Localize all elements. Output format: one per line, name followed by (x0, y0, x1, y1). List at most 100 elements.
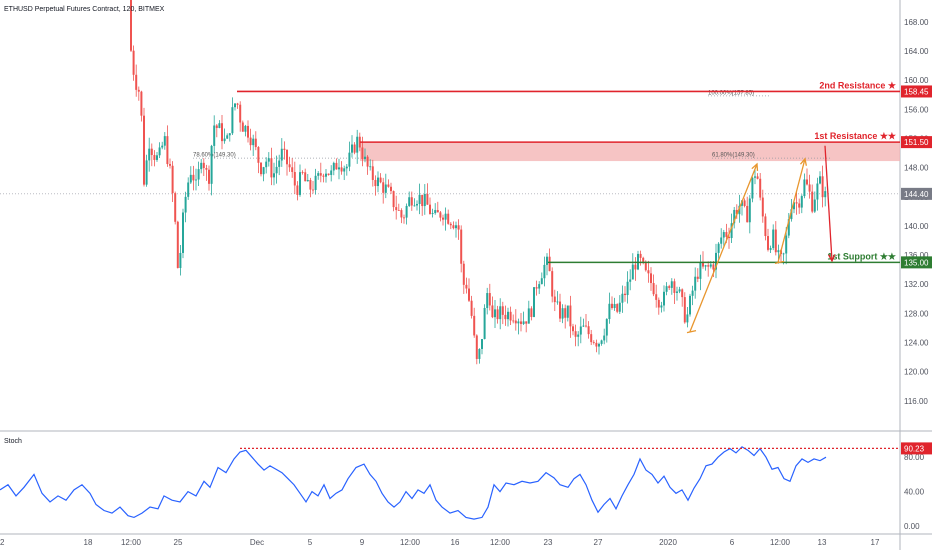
candle-body (221, 123, 223, 142)
candle-body (574, 331, 577, 337)
candle-body (548, 256, 551, 272)
candle-body (223, 138, 226, 142)
candle-body (330, 170, 333, 175)
candle-body (761, 197, 764, 217)
price-tick-label: 140.00 (904, 222, 929, 231)
time-tick-label: 5 (308, 538, 313, 547)
candle-body (626, 281, 629, 296)
candle-body (400, 210, 403, 218)
candle-body (457, 225, 460, 230)
candle-body (421, 194, 424, 207)
candle-body (808, 184, 811, 192)
candle-body (460, 229, 463, 264)
candle-body (813, 199, 816, 212)
pattern-arrow-base (686, 329, 697, 334)
time-tick-label: 2020 (659, 538, 677, 547)
candle-body (374, 179, 377, 187)
candle-body (345, 166, 348, 169)
candle-body (171, 165, 174, 194)
pattern-arrow-head (799, 157, 807, 166)
stoch-line (0, 446, 827, 520)
price-tick-label: 116.00 (904, 397, 928, 406)
pattern-arrows-group (686, 145, 836, 334)
time-tick-label: 12:00 (490, 538, 511, 547)
pattern-arrow (777, 158, 806, 263)
candle-body (387, 184, 390, 187)
candle-body (325, 173, 327, 177)
candle-body (390, 186, 392, 192)
candle-body (629, 279, 632, 282)
candle-body (429, 204, 431, 214)
candle-body (488, 293, 491, 306)
candle-body (738, 205, 741, 215)
candle-body (182, 212, 184, 253)
candle-body (806, 179, 808, 185)
candle-body (785, 235, 788, 254)
candle-body (733, 209, 736, 224)
candle-body (655, 294, 658, 300)
candle-body (462, 263, 465, 285)
candle-body (288, 164, 291, 168)
candle-body (150, 148, 153, 156)
candle-body (291, 167, 294, 172)
candle-body (293, 171, 296, 186)
candle-body (595, 342, 598, 347)
time-tick-label: 12:00 (770, 538, 791, 547)
resistance-price-badge (901, 85, 932, 98)
candle-body (582, 325, 585, 327)
candle-body (777, 250, 780, 253)
candle-body (304, 172, 307, 182)
candle-body (592, 342, 595, 343)
candle-body (280, 148, 283, 161)
candle-body (358, 136, 361, 148)
candles-group (130, 0, 827, 365)
stoch-level-badge-text: 90.23 (904, 444, 925, 453)
candle-body (366, 156, 369, 167)
candle-body (709, 264, 712, 267)
candle-body (686, 314, 689, 323)
candle-body (416, 203, 418, 206)
candle-body (767, 236, 769, 250)
candle-body (413, 205, 416, 207)
candle-body (520, 321, 522, 324)
candle-body (559, 301, 561, 319)
candle-body (226, 135, 229, 139)
candle-body (811, 191, 814, 212)
candle-body (816, 183, 819, 200)
price-tick-label: 148.00 (904, 164, 929, 173)
candle-body (377, 177, 379, 187)
candle-body (319, 173, 322, 176)
stoch-pane[interactable] (0, 432, 900, 534)
candle-body (507, 311, 509, 320)
candle-body (483, 307, 486, 340)
candle-body (262, 167, 265, 175)
support-price-badge-text: 135.00 (904, 258, 929, 267)
candle-body (452, 225, 455, 229)
candle-body (468, 288, 470, 301)
candle-body (392, 191, 395, 208)
time-tick-label: 27 (594, 538, 603, 547)
candle-body (187, 182, 190, 197)
pattern-arrow (689, 163, 758, 332)
candle-body (618, 302, 621, 312)
candle-body (569, 305, 572, 327)
candle-body (135, 74, 138, 90)
candle-body (140, 91, 143, 116)
candle-body (746, 205, 749, 223)
candle-body (273, 173, 275, 178)
candle-body (647, 270, 650, 274)
price-tick-label: 160.00 (904, 76, 929, 85)
time-tick-label: 16 (451, 538, 460, 547)
time-tick-label: Dec (250, 538, 264, 547)
candle-body (621, 293, 624, 303)
candle-body (566, 305, 569, 318)
candle-body (676, 291, 678, 293)
candle-body (351, 144, 353, 153)
candle-body (702, 262, 704, 267)
candle-body (405, 205, 408, 218)
candle-body (512, 320, 515, 322)
candle-body (379, 177, 382, 183)
candle-body (598, 343, 600, 347)
price-tick-label: 164.00 (904, 47, 929, 56)
fib-level-label: 100.00%(157.85) (708, 90, 754, 96)
